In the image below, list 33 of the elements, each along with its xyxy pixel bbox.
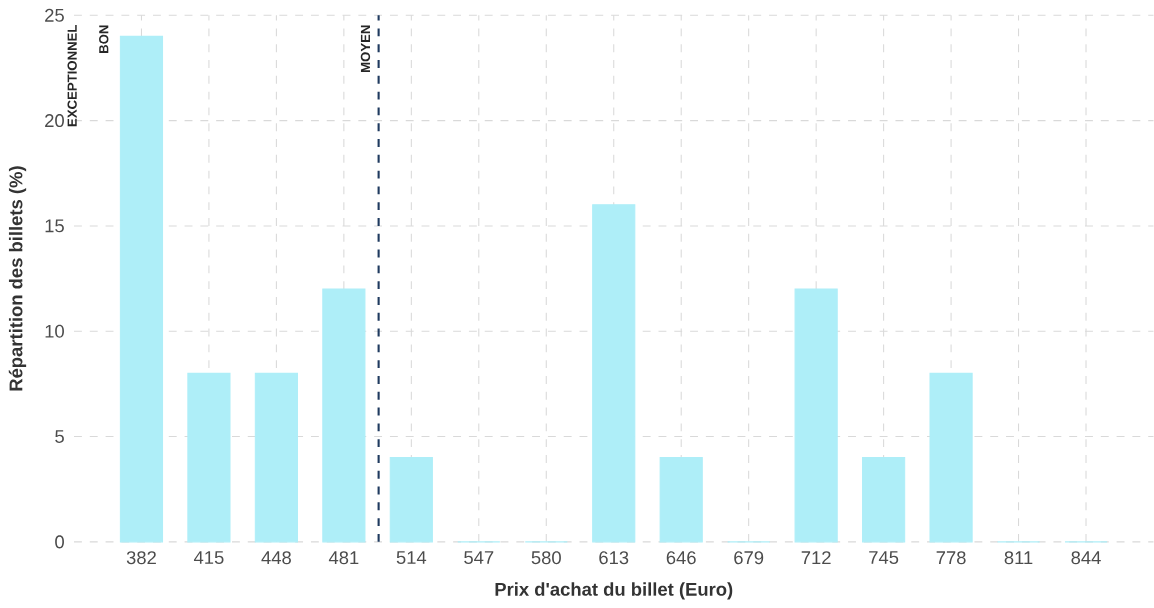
x-tick-label: 679 [734, 551, 764, 565]
y-tick-label: 0 [55, 535, 64, 549]
x-tick-label: 547 [464, 551, 494, 564]
bar [254, 372, 298, 543]
y-tick-label: 15 [45, 219, 64, 233]
y-tick-label: 25 [45, 8, 64, 22]
x-tick-label: 646 [666, 551, 696, 565]
y-tick-label: 20 [45, 113, 64, 127]
x-tick-label: 481 [328, 551, 359, 565]
x-tick-label: 382 [126, 551, 156, 565]
x-tick-label: 580 [531, 551, 561, 565]
bar [862, 456, 906, 543]
x-axis-title: Prix d'achat du billet (Euro) [495, 582, 733, 600]
y-axis-title: Répartition des billets (%) [8, 166, 27, 391]
x-tick-label: 613 [599, 551, 629, 565]
y-tick-label: 10 [45, 324, 64, 338]
x-tick-label: 811 [1004, 551, 1033, 565]
bar [322, 288, 366, 543]
x-tick-label: 712 [801, 551, 831, 564]
x-tick-label: 514 [396, 551, 427, 564]
x-tick-label: 745 [869, 551, 899, 564]
bar [119, 35, 164, 543]
bar [659, 456, 703, 543]
x-tick-label: 844 [1071, 551, 1101, 565]
y-tick-label: 5 [55, 430, 64, 443]
bar [592, 204, 636, 543]
bar [794, 288, 838, 543]
bar [187, 372, 231, 543]
bar [389, 456, 433, 543]
x-tick-label: 778 [936, 551, 966, 565]
x-tick-label: 448 [261, 551, 291, 565]
x-tick-label: 415 [193, 551, 224, 564]
bar [929, 372, 973, 543]
